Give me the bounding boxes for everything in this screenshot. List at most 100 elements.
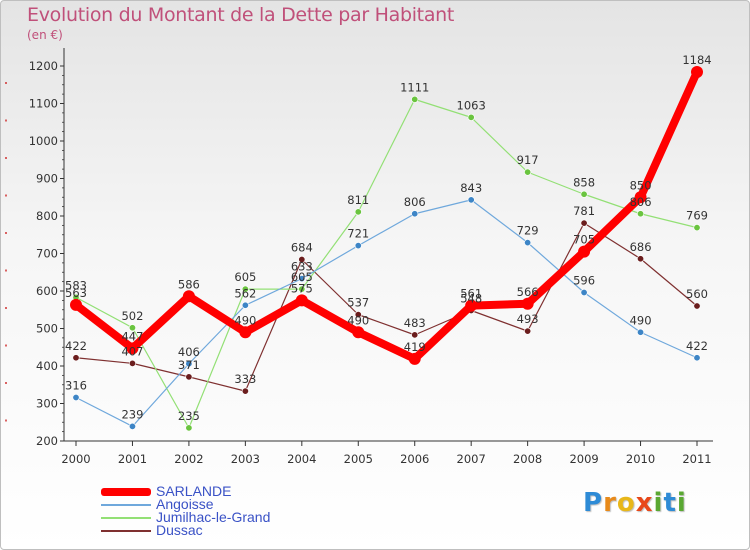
x-tick-label: 2002 [174, 452, 203, 466]
data-label: 850 [630, 178, 652, 192]
data-point [634, 191, 647, 204]
x-tick-label: 2005 [344, 452, 373, 466]
data-point [467, 196, 475, 204]
y-tick-label: 300 [36, 397, 58, 411]
x-tick-label: 2010 [626, 452, 655, 466]
data-label: 493 [517, 312, 539, 326]
data-point [128, 422, 136, 430]
data-point [185, 424, 193, 432]
data-point [354, 311, 362, 319]
data-label: 781 [573, 204, 595, 218]
data-point [70, 298, 82, 311]
data-label: 769 [686, 209, 708, 223]
data-label: 586 [178, 277, 200, 291]
data-label: 490 [234, 313, 256, 327]
data-point [185, 373, 193, 381]
data-point [524, 239, 532, 247]
legend-swatch-dussac [101, 530, 151, 532]
data-label: 560 [686, 287, 708, 301]
data-point [182, 290, 195, 303]
x-tick-label: 2009 [569, 452, 598, 466]
legend-swatch-sarlande [101, 488, 151, 496]
x-tick-label: 2001 [118, 452, 147, 466]
y-tick-label: 1000 [29, 134, 58, 148]
data-point [185, 360, 193, 368]
y-tick-label: 400 [36, 359, 58, 373]
data-point [637, 255, 645, 263]
y-tick-label: 500 [36, 322, 58, 336]
data-label: 811 [347, 193, 369, 207]
data-point [578, 245, 591, 258]
data-label: 583 [65, 278, 87, 292]
data-point [128, 359, 136, 367]
data-point [637, 328, 645, 336]
legend-swatch-jumilhac [101, 517, 151, 519]
y-tick-label: 1200 [29, 59, 58, 73]
data-point [239, 326, 252, 339]
y-tick-label: 1100 [29, 97, 58, 111]
data-label: 1184 [682, 53, 711, 67]
y-tick-label: 700 [36, 247, 58, 261]
data-point [580, 190, 588, 198]
data-label: 721 [347, 227, 369, 241]
data-point [352, 326, 365, 339]
series-line-sarlande [72, 68, 701, 363]
data-point [126, 342, 139, 355]
data-label: 502 [121, 309, 143, 323]
data-label: 686 [630, 240, 652, 254]
chart-unit-label: (en €) [27, 28, 63, 42]
data-label: 806 [630, 195, 652, 209]
data-label: 422 [65, 339, 87, 353]
data-label: 562 [234, 286, 256, 300]
data-point [72, 354, 80, 362]
data-point [524, 327, 532, 335]
x-tick-label: 2006 [400, 452, 429, 466]
series-line-angoisse [75, 199, 698, 427]
data-point [354, 208, 362, 216]
data-point [465, 299, 478, 312]
y-tick-label: 200 [36, 434, 58, 448]
x-tick-label: 2004 [287, 452, 316, 466]
legend-label-jumilhac: Jumilhac-le-Grand [156, 509, 271, 525]
proxiti-logo: Proxiti [583, 488, 687, 518]
data-label: 705 [573, 233, 595, 247]
data-label: 561 [460, 287, 482, 301]
data-label: 633 [291, 260, 313, 274]
data-point [295, 294, 308, 307]
data-point [691, 66, 703, 78]
data-label: 316 [65, 379, 87, 393]
data-point [637, 210, 645, 218]
data-label: 684 [291, 241, 313, 255]
data-label: 371 [178, 358, 200, 372]
x-tick-label: 2000 [61, 452, 90, 466]
data-label: 575 [291, 281, 313, 295]
data-point [411, 331, 419, 339]
legend-swatch-angoisse [101, 504, 151, 506]
data-label: 239 [121, 407, 143, 421]
data-point [693, 302, 701, 310]
data-label: 422 [686, 339, 708, 353]
series-line-jumilhac-le-grand [75, 98, 698, 429]
data-point [298, 275, 306, 283]
chart-title: Evolution du Montant de la Dette par Hab… [27, 4, 455, 26]
data-label: 490 [347, 313, 369, 327]
data-point [72, 393, 80, 401]
data-point [241, 387, 249, 395]
logo-letter: r [603, 488, 617, 518]
data-point [408, 352, 421, 365]
data-point [354, 242, 362, 250]
legend-label-angoisse: Angoisse [156, 496, 214, 512]
y-tick-label: 900 [36, 172, 58, 186]
data-label: 537 [347, 296, 369, 310]
data-label: 605 [234, 270, 256, 284]
data-point [241, 301, 249, 309]
data-point [580, 219, 588, 227]
data-label: 566 [517, 285, 539, 299]
data-label: 858 [573, 175, 595, 189]
data-point [580, 288, 588, 296]
logo-letter: P [583, 488, 604, 518]
data-label: 605 [291, 270, 313, 284]
data-label: 548 [460, 292, 482, 306]
